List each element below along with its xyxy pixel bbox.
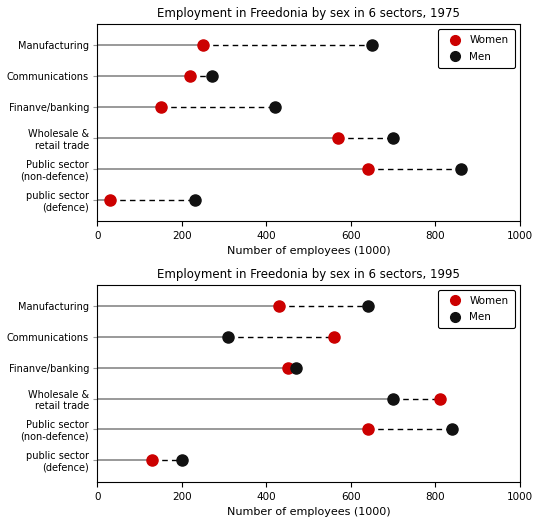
Title: Employment in Freedonia by sex in 6 sectors, 1995: Employment in Freedonia by sex in 6 sect…	[157, 268, 460, 280]
X-axis label: Number of employees (1000): Number of employees (1000)	[227, 507, 390, 517]
Title: Employment in Freedonia by sex in 6 sectors, 1975: Employment in Freedonia by sex in 6 sect…	[157, 7, 460, 20]
Legend: Women, Men: Women, Men	[438, 29, 515, 68]
X-axis label: Number of employees (1000): Number of employees (1000)	[227, 246, 390, 256]
Legend: Women, Men: Women, Men	[438, 290, 515, 329]
